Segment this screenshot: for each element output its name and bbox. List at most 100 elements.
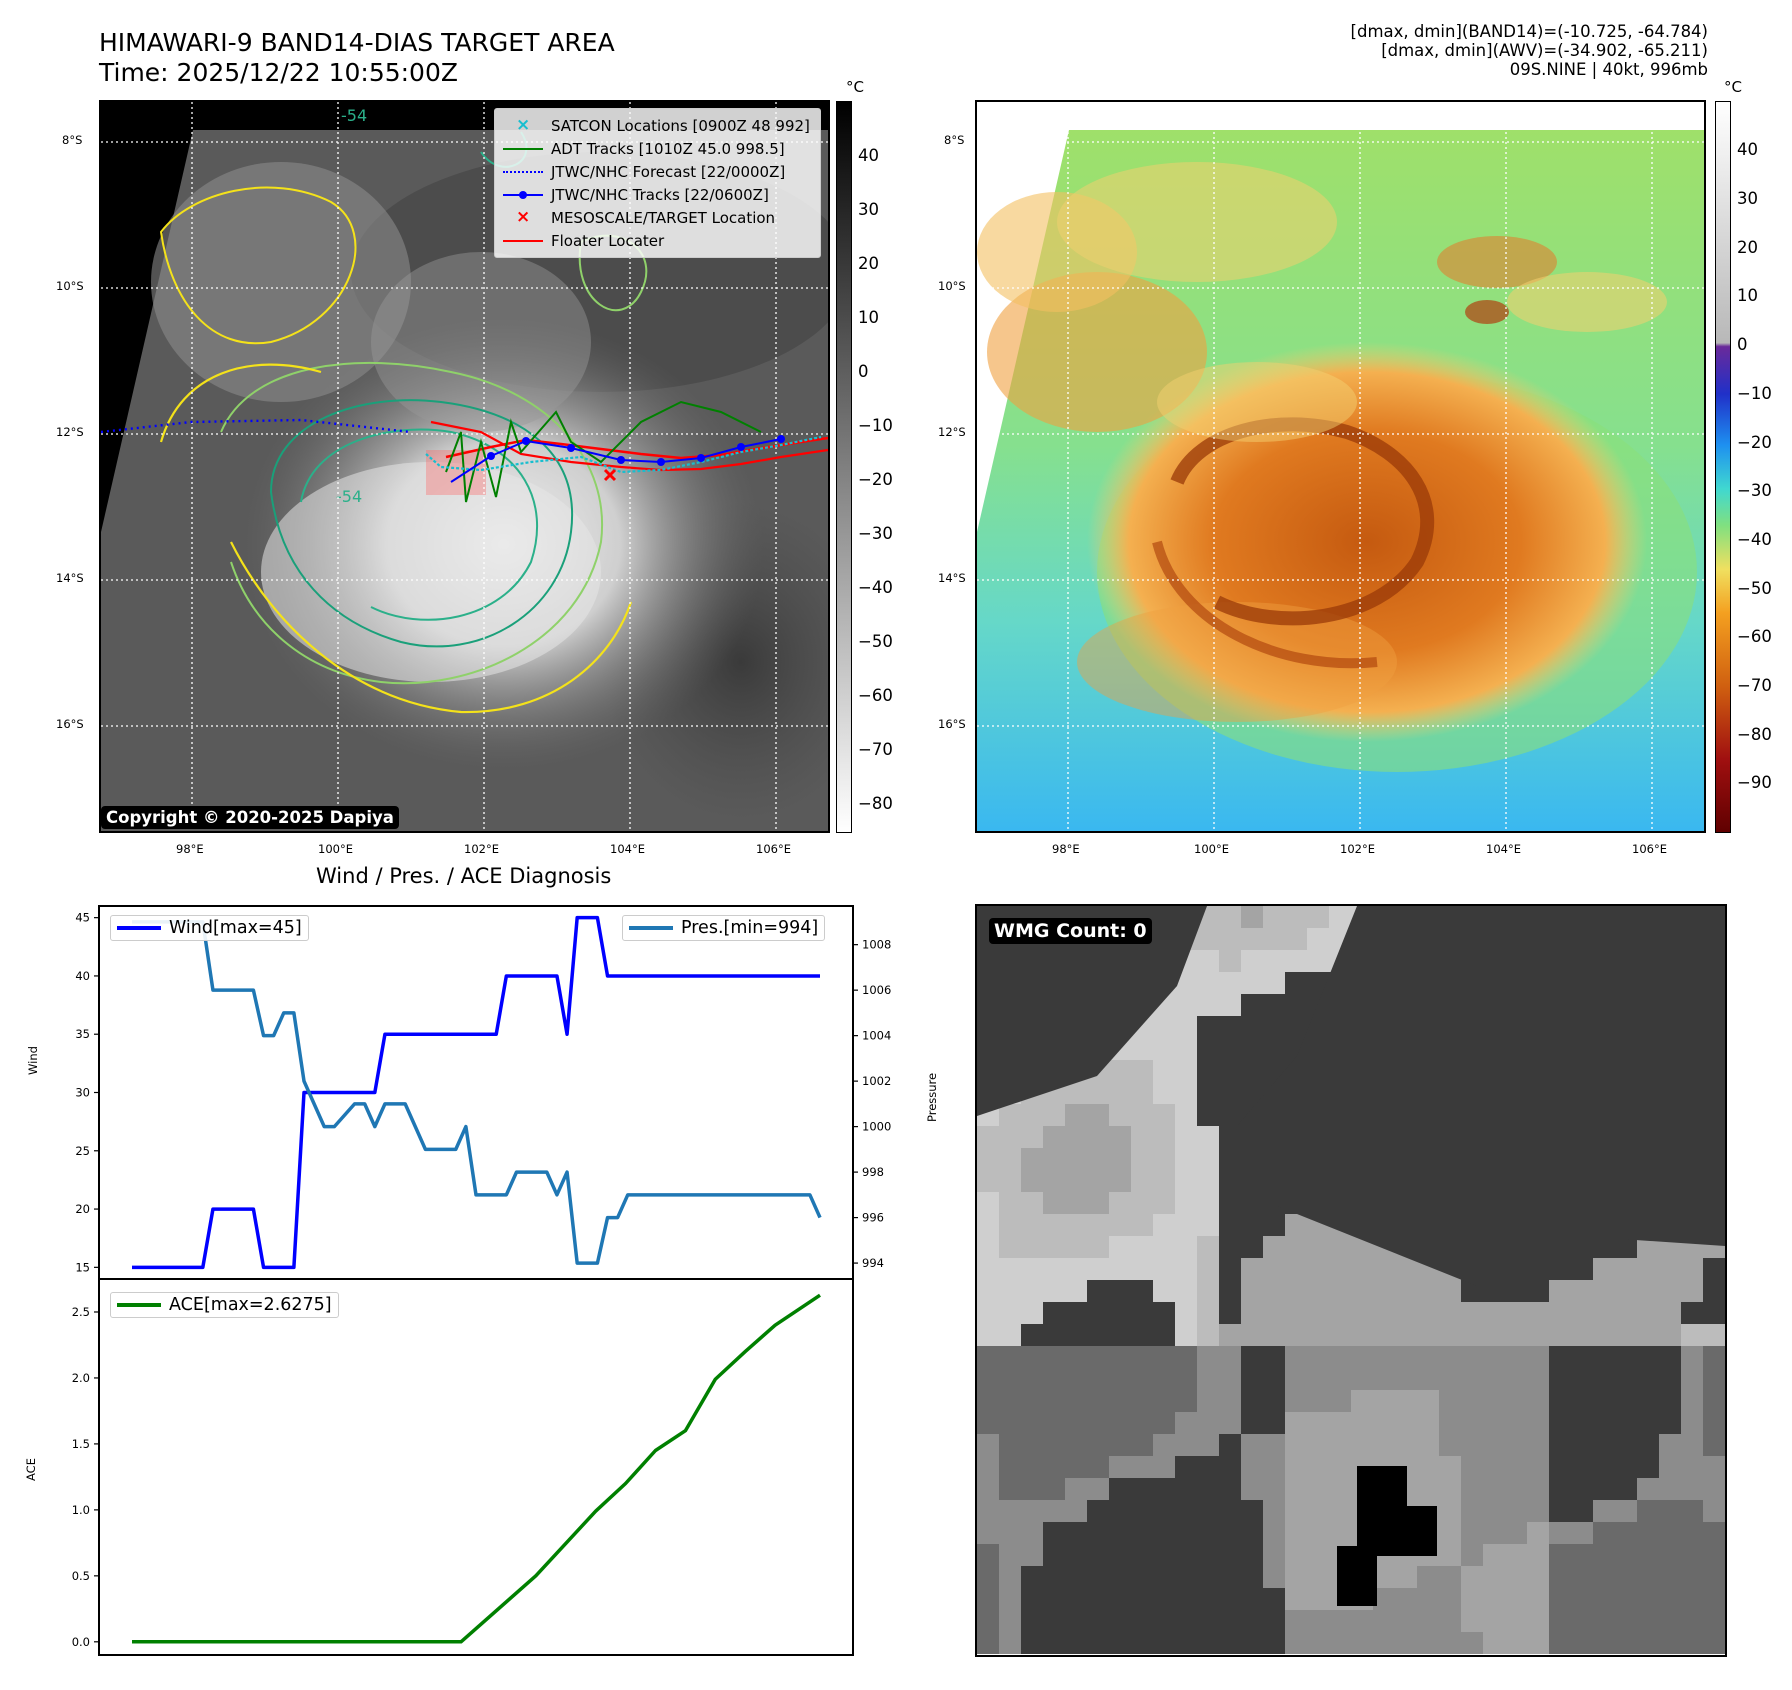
- wmg-cell: [1043, 1258, 1065, 1280]
- wmg-cell: [1549, 1588, 1571, 1610]
- colorbar-tick: −60: [858, 686, 893, 705]
- wmg-cell: [977, 1566, 999, 1588]
- wmg-cell: [1219, 1258, 1241, 1280]
- wmg-cell: [1153, 1390, 1175, 1412]
- wmg-cell: [1197, 1214, 1219, 1236]
- wmg-cell: [1241, 1324, 1263, 1346]
- wmg-cell: [1065, 1126, 1087, 1148]
- wmg-cell: [1659, 1258, 1681, 1280]
- lat-label: 16°S: [56, 717, 84, 731]
- wmg-cell: [1439, 1434, 1461, 1456]
- wmg-cell: [1373, 1324, 1395, 1346]
- wmg-cell: [1175, 994, 1197, 1016]
- wmg-cell: [1241, 1478, 1263, 1500]
- wmg-cell: [1615, 1258, 1637, 1280]
- wmg-cell: [1175, 1434, 1197, 1456]
- wmg-cell: [1483, 1478, 1505, 1500]
- wmg-cell: [1637, 1478, 1659, 1500]
- wmg-cell: [1461, 1368, 1483, 1390]
- wmg-cell: [1065, 1302, 1087, 1324]
- wmg-cell: [1527, 1478, 1549, 1500]
- wmg-cell: [1153, 1126, 1175, 1148]
- lon-label: 98°E: [176, 842, 204, 856]
- wmg-cell: [1175, 1324, 1197, 1346]
- wmg-cell: [1263, 1324, 1285, 1346]
- wmg-cell: [1153, 1280, 1175, 1302]
- wmg-cell: [977, 1302, 999, 1324]
- wmg-cell: [1373, 1368, 1395, 1390]
- wmg-cell: [1637, 1412, 1659, 1434]
- wmg-cell: [1109, 1126, 1131, 1148]
- wmg-cell: [1109, 1346, 1131, 1368]
- wmg-cell: [1219, 1390, 1241, 1412]
- wmg-cell: [1131, 1456, 1153, 1478]
- wmg-cell: [1637, 1500, 1659, 1522]
- wmg-cell: [1197, 1610, 1219, 1632]
- colorbar-tick: −70: [1737, 676, 1772, 695]
- wmg-cell: [1087, 1456, 1109, 1478]
- wmg-dark-region: [1237, 906, 1725, 1286]
- wmg-cell: [1351, 1632, 1373, 1654]
- wmg-cell: [1263, 1214, 1285, 1236]
- wmg-cell: [1571, 1412, 1593, 1434]
- plot-frame: [98, 1278, 854, 1656]
- wmg-cell: [1043, 1192, 1065, 1214]
- wmg-cell: [1461, 1544, 1483, 1566]
- colorbar-tick: −50: [1737, 579, 1772, 598]
- wmg-cell: [1483, 1324, 1505, 1346]
- wmg-cell: [1637, 1610, 1659, 1632]
- lon-label: 98°E: [1052, 842, 1080, 856]
- wmg-cell: [1065, 1500, 1087, 1522]
- wmg-cell: [1527, 1610, 1549, 1632]
- info-storm: 09S.NINE | 40kt, 996mb: [1509, 60, 1708, 79]
- wmg-cell: [1065, 1456, 1087, 1478]
- wmg-cell: [1527, 1302, 1549, 1324]
- wmg-cell: [999, 1104, 1021, 1126]
- wmg-cell: [1263, 1434, 1285, 1456]
- wmg-cell: [1637, 1522, 1659, 1544]
- wmg-cell: [977, 1390, 999, 1412]
- wmg-cell: [1065, 1478, 1087, 1500]
- wmg-cell: [1681, 1412, 1703, 1434]
- wmg-cell: [1395, 1368, 1417, 1390]
- wmg-cell: [1065, 1368, 1087, 1390]
- wmg-cell: [1241, 1192, 1263, 1214]
- wmg-cell: [1197, 1192, 1219, 1214]
- wmg-cell: [1285, 1236, 1307, 1258]
- wmg-cell: [1373, 1412, 1395, 1434]
- wmg-cell: [1637, 1544, 1659, 1566]
- wmg-cell: [1373, 1610, 1395, 1632]
- wmg-cell: [1527, 1434, 1549, 1456]
- wmg-cell: [1131, 1522, 1153, 1544]
- wmg-cell: [1373, 1390, 1395, 1412]
- wmg-panel: WMG Count: 0: [975, 904, 1727, 1657]
- wmg-cell: [1439, 1280, 1461, 1302]
- wmg-cell: [1109, 1082, 1131, 1104]
- ace-axis-label: ACE: [24, 1458, 38, 1481]
- wmg-cell: [1197, 1258, 1219, 1280]
- wmg-count-badge: WMG Count: 0: [989, 918, 1152, 944]
- wmg-cell: [1549, 1412, 1571, 1434]
- wmg-cell: [1593, 1390, 1615, 1412]
- wmg-cell: [1241, 1368, 1263, 1390]
- wmg-cell: [1439, 1566, 1461, 1588]
- legend-label: MESOSCALE/TARGET Location: [551, 208, 776, 227]
- wmg-cell: [1461, 1566, 1483, 1588]
- wmg-cell: [1021, 1126, 1043, 1148]
- line-icon: [503, 234, 543, 248]
- wmg-cell: [1219, 1478, 1241, 1500]
- wmg-cell: [1461, 1500, 1483, 1522]
- wmg-cell: [977, 1588, 999, 1610]
- wmg-cell: [1219, 950, 1241, 972]
- x-marker-icon: ×: [516, 206, 531, 227]
- wmg-cell: [1285, 1456, 1307, 1478]
- wmg-cell: [1681, 1610, 1703, 1632]
- lat-label: 8°S: [944, 133, 965, 147]
- wmg-cell: [1241, 1170, 1263, 1192]
- wmg-cell: [1417, 1632, 1439, 1654]
- wmg-cell: [1461, 1324, 1483, 1346]
- wmg-cell: [1065, 1522, 1087, 1544]
- wmg-cell: [1131, 1544, 1153, 1566]
- wmg-cell: [1153, 1522, 1175, 1544]
- wmg-cell: [1483, 1632, 1505, 1654]
